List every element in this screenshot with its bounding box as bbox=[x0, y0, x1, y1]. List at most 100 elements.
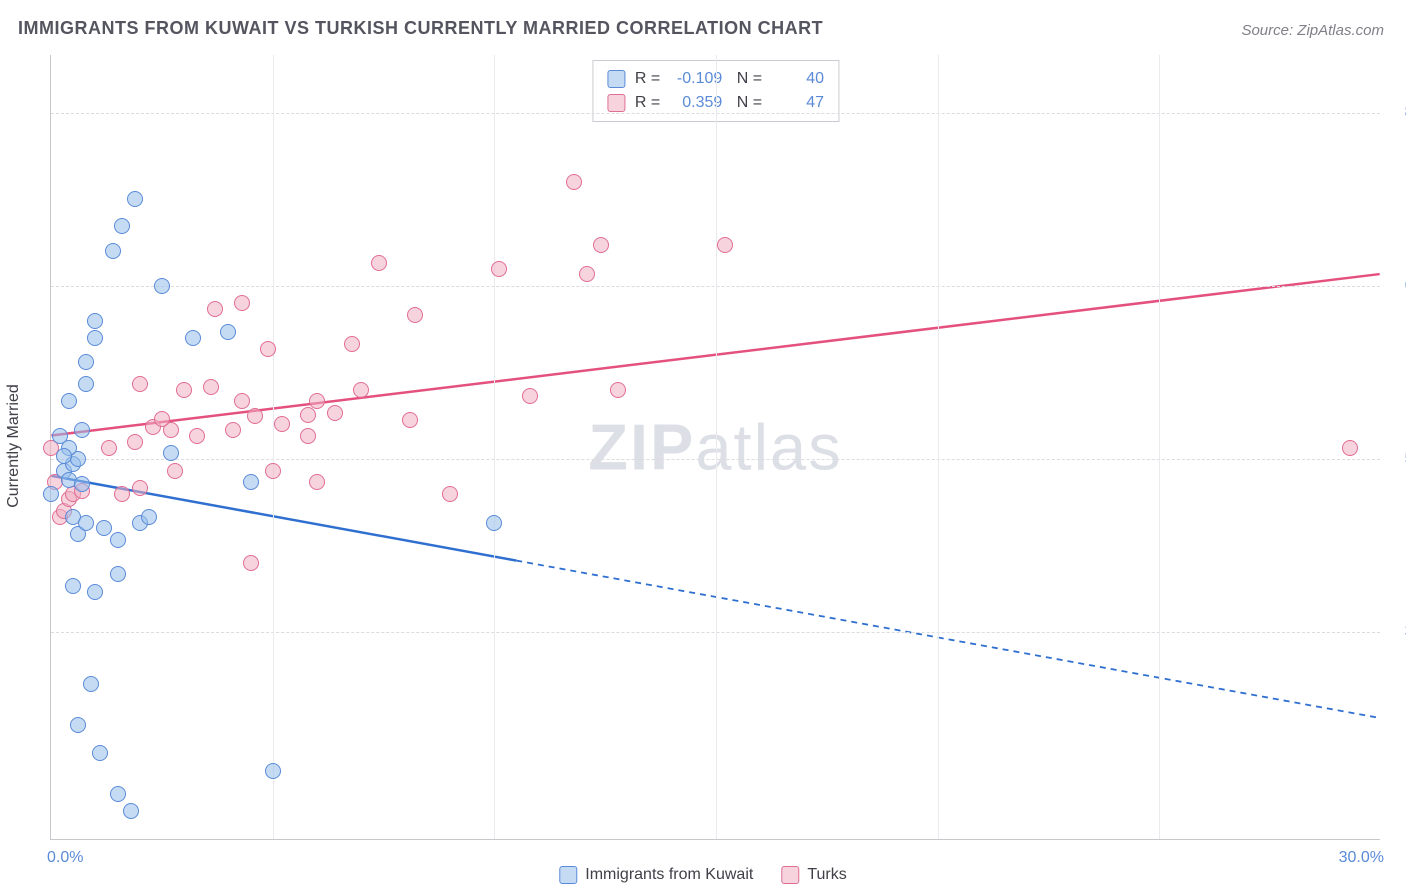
data-point-blue bbox=[243, 474, 259, 490]
data-point-blue bbox=[56, 448, 72, 464]
data-point-pink bbox=[593, 237, 609, 253]
data-point-blue bbox=[123, 803, 139, 819]
gridline-v bbox=[1159, 55, 1160, 839]
stat-r-label: R = bbox=[635, 67, 660, 91]
legend-label-pink: Turks bbox=[807, 866, 846, 884]
data-point-pink bbox=[309, 393, 325, 409]
legend-item-pink: Turks bbox=[781, 866, 846, 884]
x-tick-label: 30.0% bbox=[1339, 849, 1384, 867]
data-point-pink bbox=[114, 486, 130, 502]
data-point-blue bbox=[78, 376, 94, 392]
data-point-pink bbox=[717, 237, 733, 253]
data-point-pink bbox=[260, 341, 276, 357]
data-point-pink bbox=[300, 407, 316, 423]
stat-r-pink: 0.359 bbox=[670, 91, 722, 115]
chart-source: Source: ZipAtlas.com bbox=[1241, 22, 1384, 39]
data-point-blue bbox=[185, 330, 201, 346]
stat-r-blue: -0.109 bbox=[670, 67, 722, 91]
data-point-pink bbox=[101, 440, 117, 456]
data-point-blue bbox=[163, 445, 179, 461]
data-point-blue bbox=[96, 520, 112, 536]
data-point-pink bbox=[610, 382, 626, 398]
data-point-blue bbox=[43, 486, 59, 502]
data-point-blue bbox=[127, 191, 143, 207]
data-point-blue bbox=[110, 786, 126, 802]
y-tick-label: 80.0% bbox=[1390, 104, 1406, 122]
data-point-pink bbox=[300, 428, 316, 444]
data-point-blue bbox=[92, 745, 108, 761]
y-tick-label: 35.0% bbox=[1390, 623, 1406, 641]
legend-series: Immigrants from Kuwait Turks bbox=[559, 866, 846, 884]
swatch-blue bbox=[607, 70, 625, 88]
data-point-pink bbox=[327, 405, 343, 421]
y-tick-label: 65.0% bbox=[1390, 277, 1406, 295]
data-point-blue bbox=[78, 354, 94, 370]
data-point-pink bbox=[566, 174, 582, 190]
data-point-pink bbox=[491, 261, 507, 277]
data-point-pink bbox=[402, 412, 418, 428]
data-point-pink bbox=[247, 408, 263, 424]
data-point-pink bbox=[132, 480, 148, 496]
data-point-pink bbox=[1342, 440, 1358, 456]
data-point-pink bbox=[353, 382, 369, 398]
data-point-pink bbox=[154, 411, 170, 427]
data-point-blue bbox=[141, 509, 157, 525]
data-point-pink bbox=[203, 379, 219, 395]
legend-label-blue: Immigrants from Kuwait bbox=[585, 866, 753, 884]
data-point-blue bbox=[70, 717, 86, 733]
data-point-pink bbox=[371, 255, 387, 271]
data-point-blue bbox=[105, 243, 121, 259]
data-point-blue bbox=[110, 532, 126, 548]
data-point-pink bbox=[522, 388, 538, 404]
data-point-pink bbox=[234, 393, 250, 409]
data-point-pink bbox=[407, 307, 423, 323]
swatch-blue bbox=[559, 866, 577, 884]
stat-r-label: R = bbox=[635, 91, 660, 115]
gridline-v bbox=[716, 55, 717, 839]
swatch-pink bbox=[781, 866, 799, 884]
data-point-pink bbox=[442, 486, 458, 502]
gridline-v bbox=[494, 55, 495, 839]
data-point-blue bbox=[87, 584, 103, 600]
data-point-blue bbox=[74, 422, 90, 438]
data-point-pink bbox=[344, 336, 360, 352]
data-point-pink bbox=[265, 463, 281, 479]
data-point-pink bbox=[127, 434, 143, 450]
data-point-blue bbox=[265, 763, 281, 779]
watermark-b: atlas bbox=[695, 411, 842, 484]
data-point-pink bbox=[132, 376, 148, 392]
data-point-blue bbox=[110, 566, 126, 582]
data-point-blue bbox=[52, 428, 68, 444]
data-point-blue bbox=[220, 324, 236, 340]
data-point-blue bbox=[87, 330, 103, 346]
y-axis-label: Currently Married bbox=[5, 384, 23, 508]
swatch-pink bbox=[607, 94, 625, 112]
y-tick-label: 50.0% bbox=[1390, 450, 1406, 468]
data-point-blue bbox=[74, 476, 90, 492]
chart-container: IMMIGRANTS FROM KUWAIT VS TURKISH CURREN… bbox=[0, 0, 1406, 892]
data-point-blue bbox=[486, 515, 502, 531]
data-point-pink bbox=[309, 474, 325, 490]
stat-n-label: N = bbox=[732, 67, 762, 91]
data-point-pink bbox=[243, 555, 259, 571]
gridline-v bbox=[273, 55, 274, 839]
data-point-blue bbox=[114, 218, 130, 234]
data-point-blue bbox=[83, 676, 99, 692]
data-point-blue bbox=[154, 278, 170, 294]
data-point-pink bbox=[234, 295, 250, 311]
data-point-pink bbox=[167, 463, 183, 479]
legend-item-blue: Immigrants from Kuwait bbox=[559, 866, 753, 884]
data-point-blue bbox=[61, 393, 77, 409]
x-tick-label: 0.0% bbox=[47, 849, 83, 867]
gridline-v bbox=[938, 55, 939, 839]
stat-n-label: N = bbox=[732, 91, 762, 115]
data-point-blue bbox=[78, 515, 94, 531]
data-point-pink bbox=[189, 428, 205, 444]
stat-n-blue: 40 bbox=[772, 67, 824, 91]
plot-area: ZIPatlas R = -0.109 N = 40 R = 0.359 N =… bbox=[50, 55, 1380, 840]
watermark-a: ZIP bbox=[588, 411, 695, 484]
data-point-pink bbox=[274, 416, 290, 432]
data-point-pink bbox=[207, 301, 223, 317]
chart-title: IMMIGRANTS FROM KUWAIT VS TURKISH CURREN… bbox=[18, 18, 823, 39]
data-point-blue bbox=[65, 578, 81, 594]
